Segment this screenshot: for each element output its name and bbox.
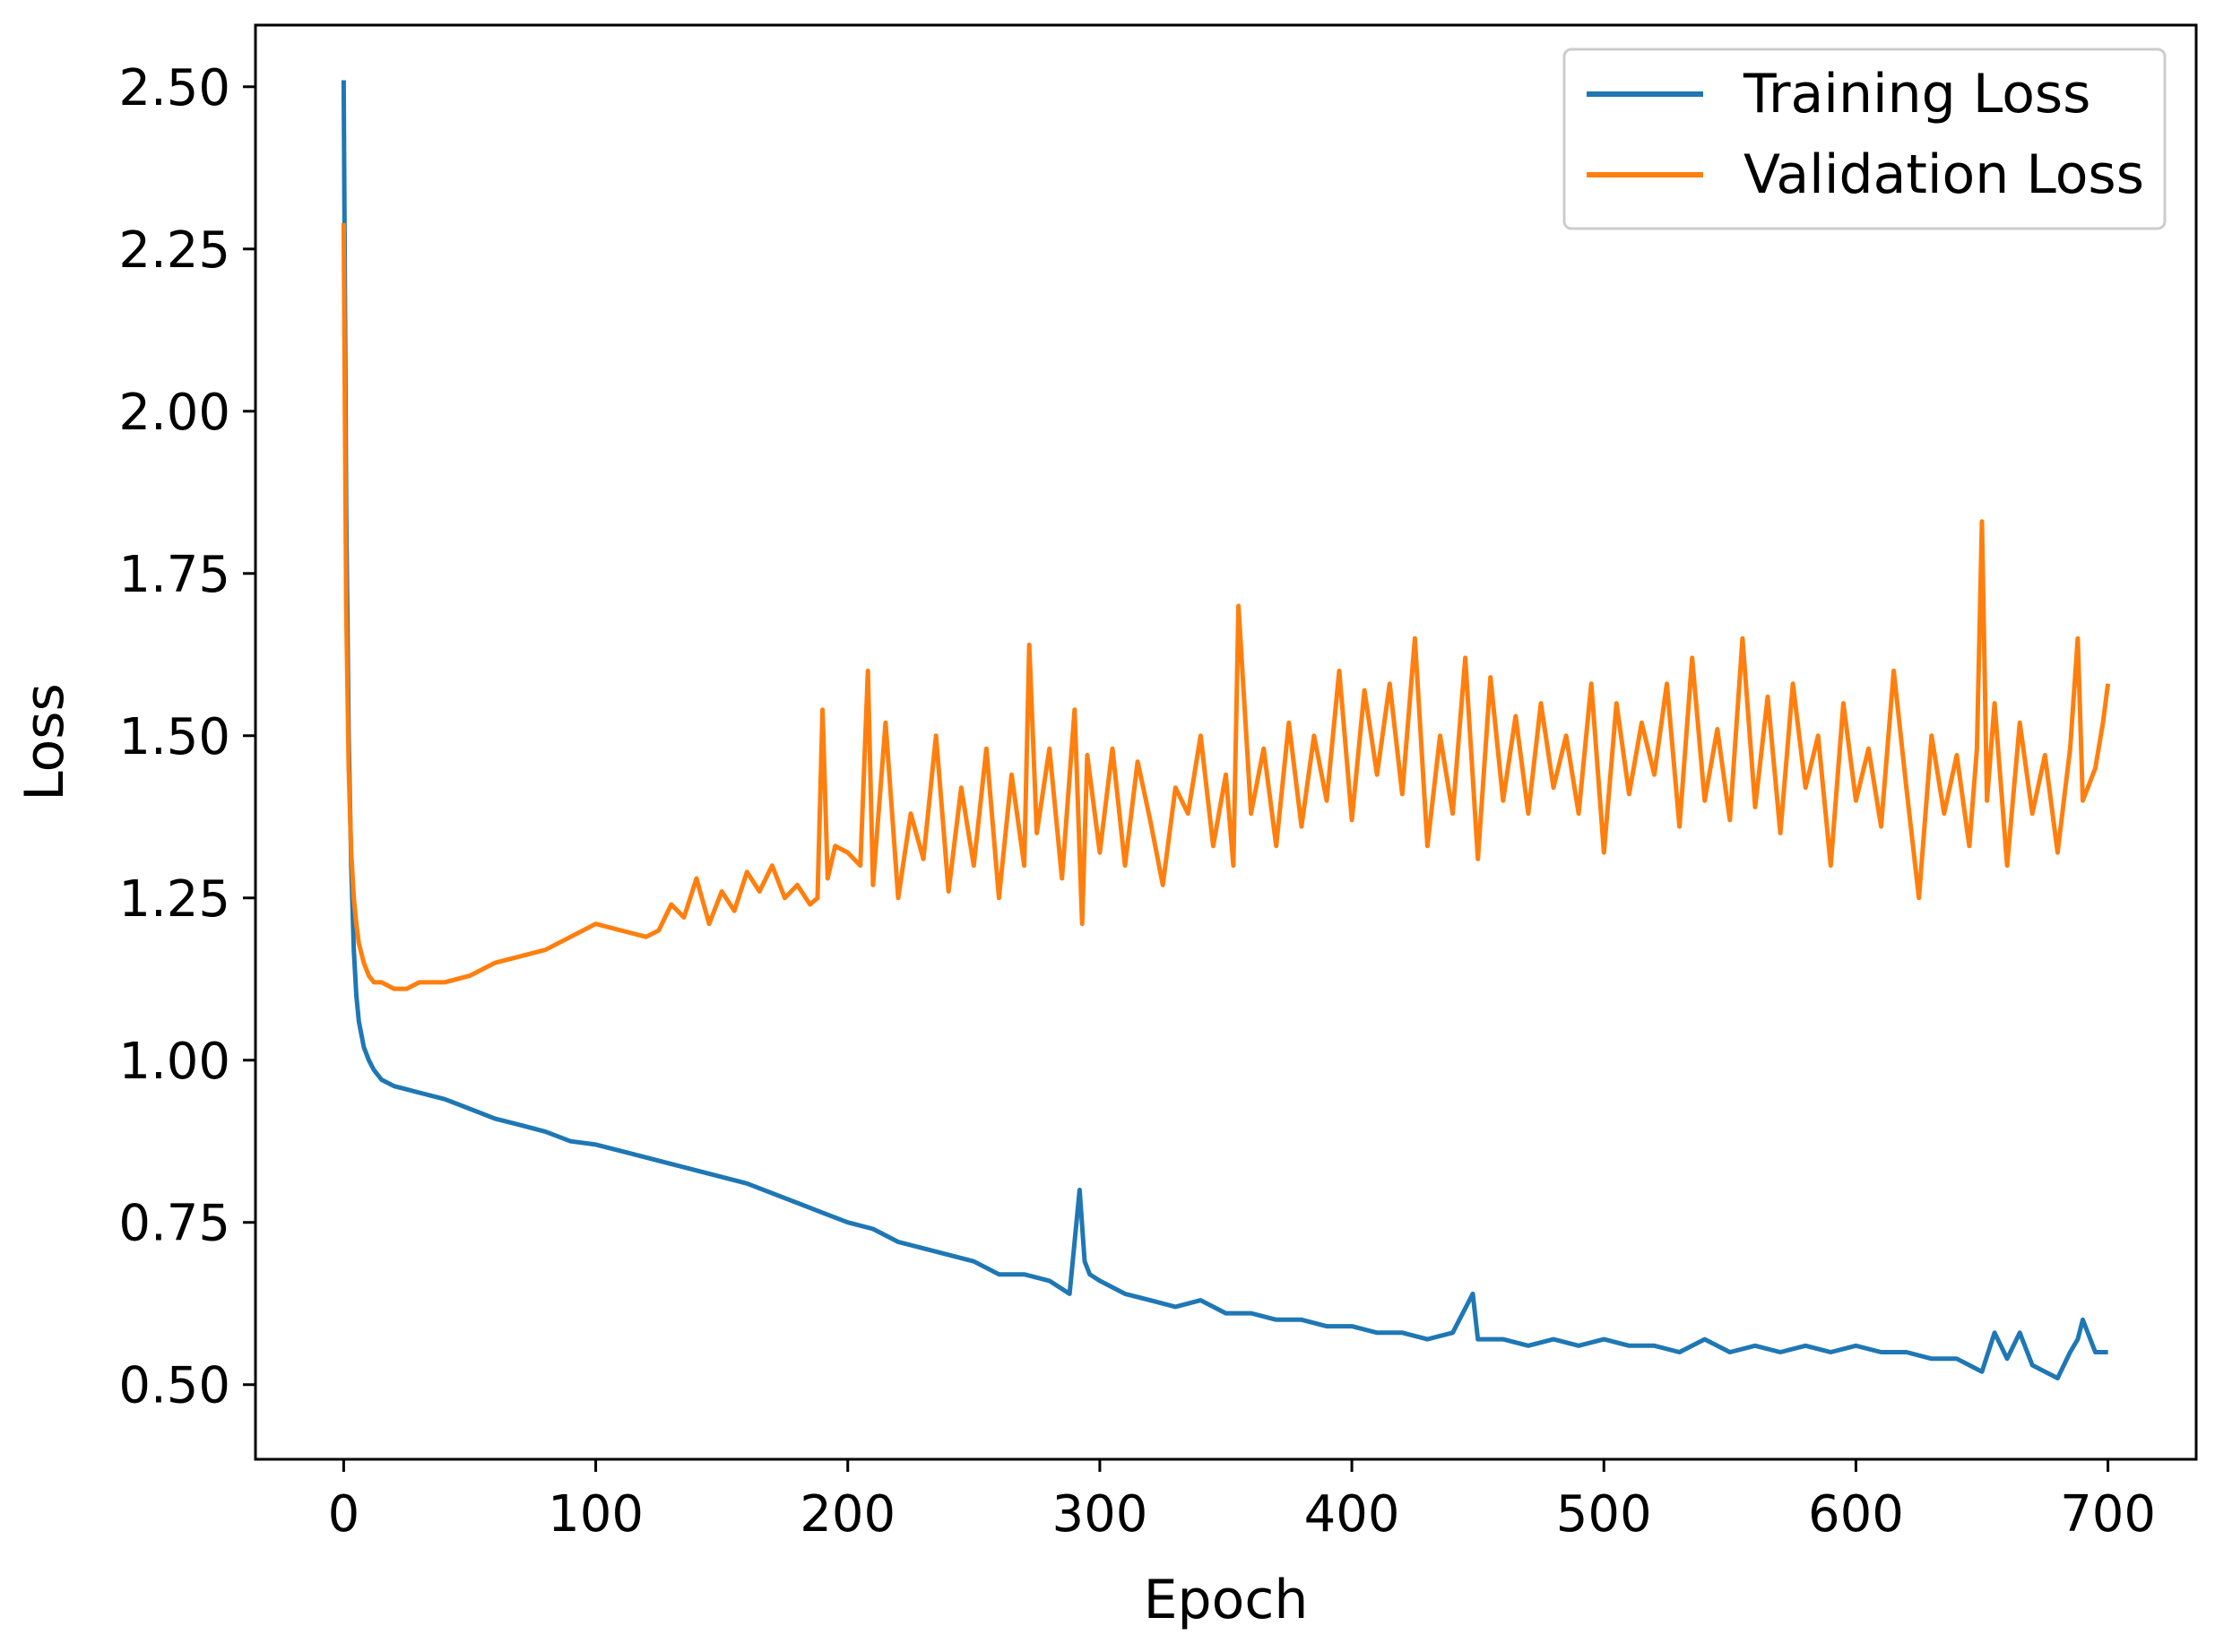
y-tick-label: 2.50 — [118, 59, 230, 117]
legend-box — [1562, 48, 2167, 230]
legend-label-validation: Validation Loss — [1743, 143, 2144, 206]
y-tick-label: 2.25 — [118, 221, 230, 280]
x-tick-label: 500 — [1556, 1485, 1652, 1544]
series-line-validation-loss — [341, 222, 2111, 991]
x-tick-label: 300 — [1051, 1485, 1147, 1544]
plot-area — [255, 25, 2196, 1459]
y-tick-label: 1.50 — [118, 708, 230, 766]
y-tick-label: 0.75 — [118, 1195, 230, 1253]
legend-label-training: Training Loss — [1743, 63, 2090, 125]
x-axis: 0 100 200 300 400 500 600 700 — [328, 1459, 2156, 1544]
x-tick-label: 700 — [2060, 1485, 2156, 1544]
y-tick-label: 1.75 — [118, 546, 230, 604]
x-tick-label: 0 — [328, 1485, 360, 1544]
x-tick-label: 200 — [800, 1485, 896, 1544]
y-tick-label: 0.50 — [118, 1357, 230, 1415]
lines-layer — [341, 80, 2111, 1380]
y-tick-label: 1.00 — [118, 1033, 230, 1091]
plot-frame — [254, 23, 2198, 1461]
y-tick-label: 1.25 — [118, 870, 230, 929]
series-line-training-loss — [341, 80, 2108, 1380]
x-tick-label: 600 — [1808, 1485, 1904, 1544]
y-tick-label: 2.00 — [118, 384, 230, 442]
x-tick-label: 400 — [1304, 1485, 1400, 1544]
x-axis-label: Epoch — [1144, 1569, 1309, 1631]
y-axis: 0.50 0.75 1.00 1.25 1.50 1.75 2.00 2.25 2.50 — [118, 59, 255, 1415]
y-axis-label: Loss — [13, 683, 76, 801]
x-tick-label: 100 — [548, 1485, 644, 1544]
legend: Training Loss Validation Loss — [1562, 48, 2167, 230]
